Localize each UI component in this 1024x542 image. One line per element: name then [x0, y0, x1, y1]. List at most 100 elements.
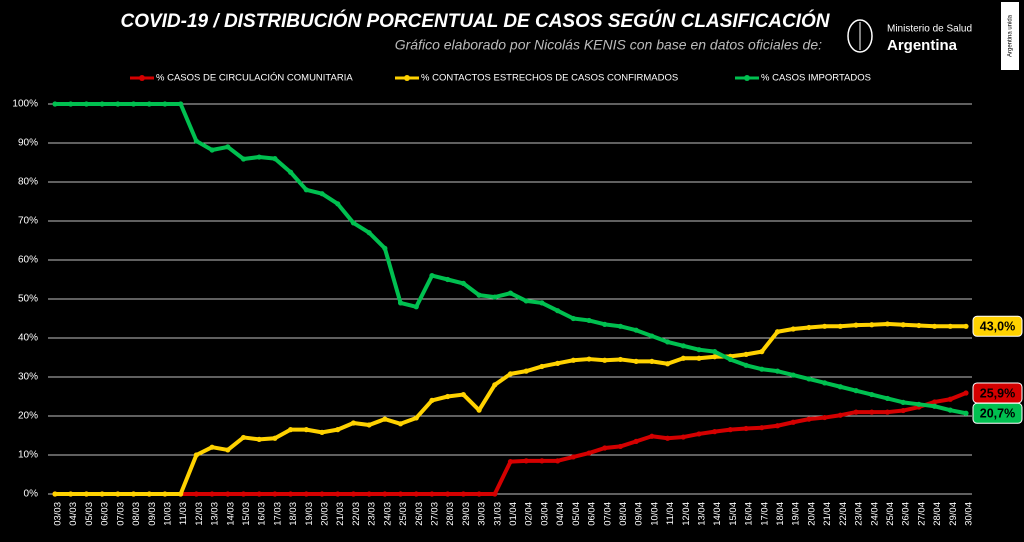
- data-point: [649, 358, 655, 364]
- x-tick-label: 13/04: [696, 502, 707, 526]
- data-point: [555, 360, 561, 366]
- data-point: [460, 491, 466, 497]
- data-point: [225, 491, 231, 497]
- x-tick-label: 23/04: [854, 502, 865, 526]
- data-point: [602, 445, 608, 451]
- data-point: [303, 187, 309, 193]
- badge-text: Argentina unida: [1008, 14, 1014, 57]
- y-tick-label: 60%: [18, 255, 38, 266]
- data-point: [99, 101, 105, 107]
- x-tick-label: 16/03: [257, 502, 268, 526]
- x-tick-label: 05/04: [571, 502, 582, 526]
- data-point: [523, 298, 529, 304]
- x-tick-label: 06/03: [100, 502, 111, 526]
- data-point: [476, 491, 482, 497]
- data-point: [570, 315, 576, 322]
- x-tick-label: 14/03: [225, 502, 236, 526]
- data-point: [115, 491, 121, 497]
- data-point: [853, 409, 859, 415]
- data-point: [586, 317, 592, 324]
- data-point: [743, 362, 749, 368]
- x-tick-label: 06/04: [587, 502, 598, 526]
- data-point: [445, 393, 451, 400]
- x-tick-label: 09/03: [147, 502, 158, 526]
- x-tick-label: 03/03: [53, 502, 64, 526]
- data-point: [288, 169, 294, 175]
- data-point: [83, 491, 90, 497]
- data-point: [633, 327, 639, 333]
- x-tick-label: 08/03: [131, 502, 142, 526]
- data-point: [397, 491, 404, 497]
- x-tick-label: 09/04: [634, 502, 645, 526]
- data-point: [178, 101, 184, 107]
- data-point: [712, 429, 718, 435]
- data-point: [617, 323, 624, 329]
- data-point: [790, 419, 796, 425]
- y-tick-label: 40%: [18, 333, 38, 344]
- data-point: [476, 292, 482, 298]
- chart-subtitle: Gráfico elaborado por Nicolás KENIS con …: [395, 37, 822, 53]
- data-point: [790, 372, 796, 378]
- data-point: [806, 324, 812, 331]
- x-tick-label: 27/03: [429, 502, 440, 526]
- y-tick-label: 80%: [18, 177, 38, 188]
- data-point: [837, 323, 843, 329]
- data-point: [445, 491, 451, 497]
- end-label-box: [972, 402, 1023, 424]
- data-point: [743, 425, 749, 432]
- data-point: [696, 431, 702, 437]
- data-point: [240, 491, 247, 497]
- data-point: [743, 351, 749, 357]
- data-point: [884, 409, 891, 415]
- data-point: [853, 322, 859, 328]
- x-tick-label: 11/04: [665, 502, 676, 525]
- data-point: [52, 491, 58, 497]
- x-tick-label: 26/03: [414, 502, 425, 526]
- x-tick-label: 30/03: [477, 502, 488, 526]
- data-point: [492, 491, 498, 497]
- y-tick-label: 30%: [18, 372, 38, 383]
- data-point: [963, 323, 969, 329]
- data-point: [319, 491, 325, 497]
- data-point: [162, 101, 168, 107]
- data-point: [947, 323, 953, 329]
- end-label: 20,7%: [980, 407, 1015, 421]
- data-point: [476, 407, 482, 413]
- x-tick-label: 01/04: [508, 502, 519, 526]
- data-point: [507, 459, 514, 465]
- data-point: [664, 339, 671, 345]
- x-tick-label: 08/04: [618, 502, 629, 526]
- series-line: [55, 391, 967, 496]
- data-point: [288, 491, 294, 497]
- legend-dot: [139, 75, 145, 81]
- data-point: [429, 491, 435, 497]
- data-point: [570, 357, 576, 363]
- data-point: [822, 380, 828, 386]
- data-point: [335, 491, 341, 497]
- data-point: [429, 397, 435, 403]
- x-tick-label: 27/04: [916, 502, 927, 526]
- data-point: [586, 356, 592, 362]
- x-tick-label: 28/04: [932, 502, 943, 526]
- x-tick-label: 18/04: [775, 502, 786, 526]
- data-point: [445, 276, 451, 283]
- series-line: [55, 321, 966, 496]
- data-point: [319, 429, 325, 435]
- data-point: [350, 491, 357, 497]
- x-tick-label: 24/03: [382, 502, 393, 526]
- data-point: [272, 156, 278, 162]
- data-point: [99, 491, 105, 497]
- x-tick-label: 31/03: [492, 502, 503, 526]
- data-point: [900, 322, 906, 328]
- x-tick-label: 07/04: [602, 502, 613, 526]
- data-point: [335, 427, 341, 433]
- data-point: [790, 326, 796, 332]
- data-point: [680, 355, 686, 361]
- data-point: [507, 290, 514, 296]
- data-point: [664, 435, 671, 441]
- data-point: [350, 220, 357, 226]
- data-point: [539, 363, 545, 370]
- data-point: [916, 322, 922, 329]
- data-point: [397, 421, 404, 427]
- x-tick-label: 17/04: [759, 502, 770, 526]
